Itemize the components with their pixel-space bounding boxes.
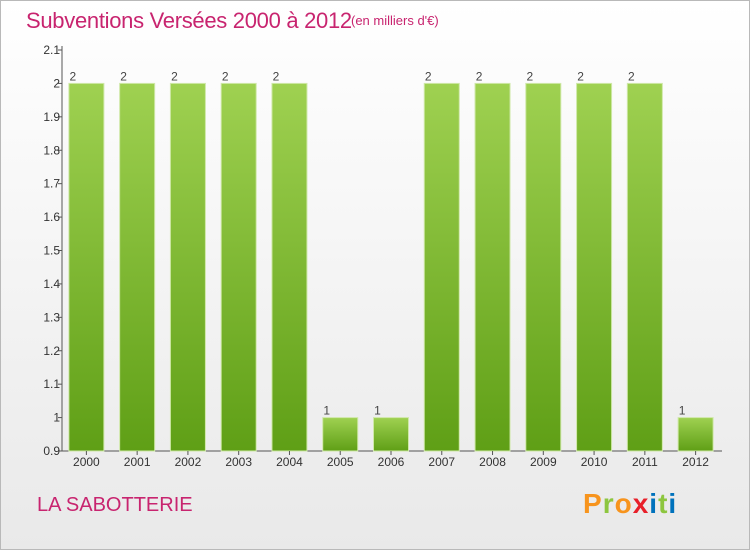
data-label: 2 bbox=[425, 69, 432, 83]
y-tick-label: 1.5 bbox=[43, 244, 60, 258]
data-label: 2 bbox=[526, 69, 533, 83]
bar bbox=[322, 417, 359, 452]
x-tick-label: 2003 bbox=[225, 455, 252, 469]
y-tick-label: 1.4 bbox=[43, 277, 60, 291]
chart-subtitle: (en milliers d'€) bbox=[351, 13, 439, 28]
x-tick-label: 2010 bbox=[581, 455, 608, 469]
logo-letter: r bbox=[602, 488, 615, 519]
y-tick-label: 1.2 bbox=[43, 344, 60, 358]
bar bbox=[220, 82, 257, 452]
y-tick-label: 1.3 bbox=[43, 310, 60, 324]
y-tick-label: 1 bbox=[53, 411, 60, 425]
data-label: 2 bbox=[120, 69, 127, 83]
x-tick-label: 2011 bbox=[632, 455, 658, 469]
bar bbox=[68, 82, 105, 452]
logo-letter: o bbox=[614, 488, 633, 519]
y-tick-label: 1.8 bbox=[43, 143, 60, 157]
logo-letter: i bbox=[649, 488, 659, 519]
bar bbox=[423, 82, 460, 452]
bar bbox=[576, 82, 613, 452]
y-tick-label: 2 bbox=[53, 76, 60, 90]
proxiti-logo[interactable]: Proxiti bbox=[583, 488, 677, 520]
logo-letter: P bbox=[583, 488, 603, 519]
data-label: 2 bbox=[476, 69, 483, 83]
y-tick-label: 1.7 bbox=[43, 177, 60, 191]
bar bbox=[169, 82, 206, 452]
logo-letter: i bbox=[668, 488, 678, 519]
chart-title: Subventions Versées 2000 à 2012 bbox=[26, 8, 352, 33]
data-label: 2 bbox=[222, 69, 229, 83]
y-tick-label: 1.1 bbox=[43, 377, 60, 391]
y-tick-label: 1.6 bbox=[43, 210, 60, 224]
x-tick-label: 2009 bbox=[530, 455, 557, 469]
data-label: 1 bbox=[374, 404, 381, 418]
logo-letter: x bbox=[632, 488, 650, 519]
x-tick-label: 2001 bbox=[124, 455, 151, 469]
data-label: 2 bbox=[273, 69, 280, 83]
x-tick-label: 2000 bbox=[73, 455, 100, 469]
y-tick-label: 1.9 bbox=[43, 110, 60, 124]
data-label: 1 bbox=[323, 404, 330, 418]
x-tick-label: 2012 bbox=[682, 455, 709, 469]
x-tick-label: 2006 bbox=[378, 455, 405, 469]
x-tick-label: 2008 bbox=[479, 455, 506, 469]
y-tick-label: 2.1 bbox=[43, 43, 60, 57]
bar bbox=[119, 82, 156, 452]
bar bbox=[373, 417, 409, 452]
logo-letter: t bbox=[658, 488, 669, 519]
commune-name: LA SABOTTERIE bbox=[37, 494, 193, 516]
data-label: 2 bbox=[628, 69, 635, 83]
y-tick-label: 0.9 bbox=[43, 444, 60, 458]
bar bbox=[677, 417, 714, 452]
bar bbox=[525, 82, 562, 452]
data-label: 2 bbox=[70, 69, 77, 83]
bar bbox=[626, 82, 663, 452]
x-tick-label: 2004 bbox=[276, 455, 303, 469]
x-tick-label: 2005 bbox=[327, 455, 354, 469]
data-label: 1 bbox=[679, 404, 686, 418]
x-tick-label: 2002 bbox=[175, 455, 202, 469]
bar bbox=[271, 82, 308, 452]
data-label: 2 bbox=[577, 69, 584, 83]
x-tick-label: 2007 bbox=[428, 455, 455, 469]
data-label: 2 bbox=[171, 69, 178, 83]
bar bbox=[474, 82, 511, 452]
